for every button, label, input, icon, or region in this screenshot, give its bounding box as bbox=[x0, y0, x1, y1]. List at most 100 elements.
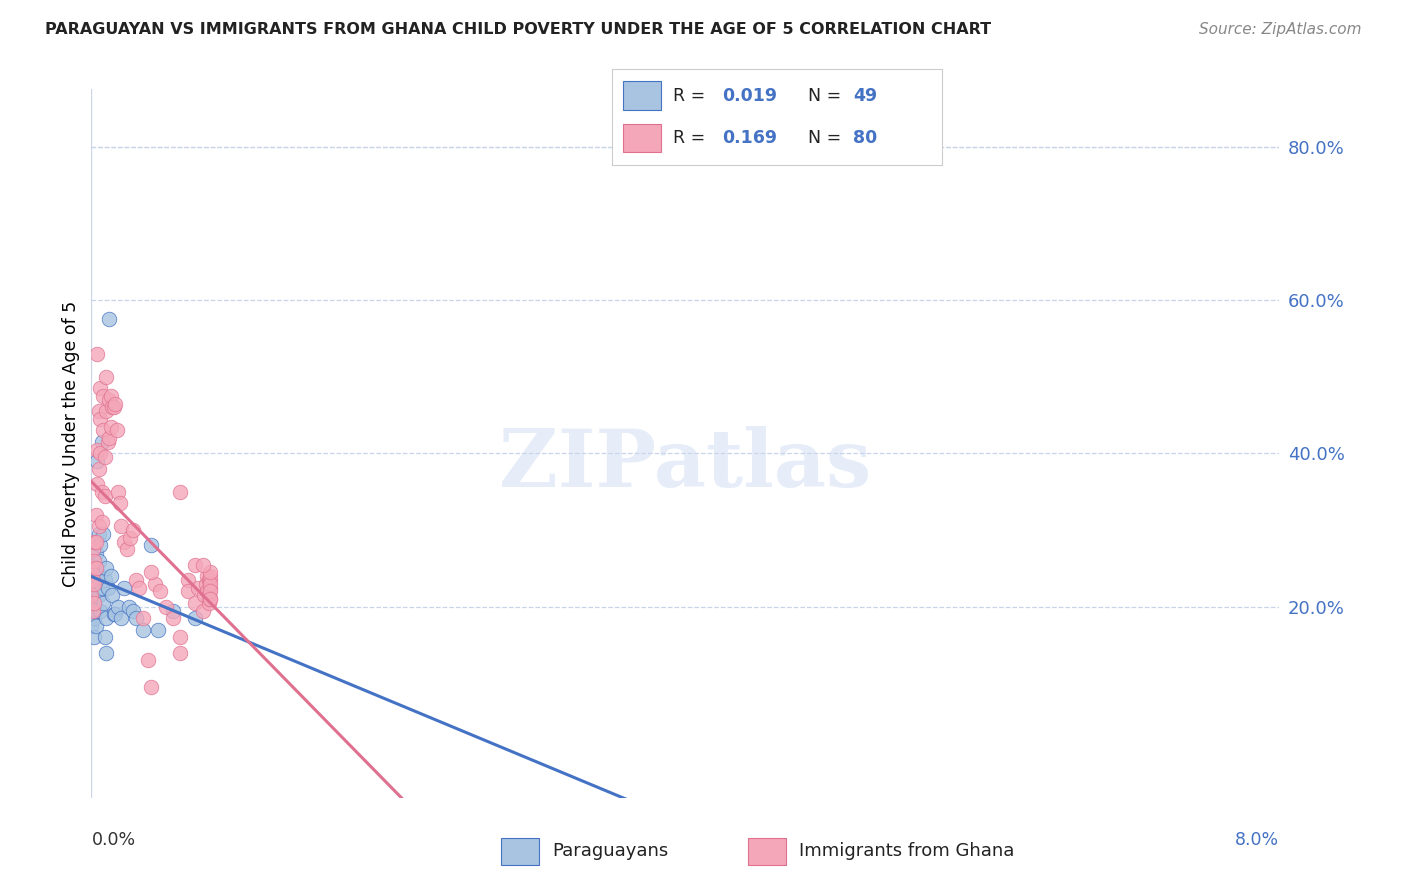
Point bbox=[200, 581, 222, 595]
Point bbox=[162, 611, 184, 625]
Point bbox=[82, 542, 104, 557]
Point bbox=[94, 573, 117, 587]
Point bbox=[101, 588, 124, 602]
Point bbox=[101, 401, 124, 415]
FancyBboxPatch shape bbox=[623, 81, 661, 110]
Point bbox=[169, 646, 191, 660]
Point bbox=[96, 646, 118, 660]
Text: Immigrants from Ghana: Immigrants from Ghana bbox=[799, 842, 1014, 861]
Point bbox=[90, 434, 112, 449]
Point bbox=[136, 653, 159, 667]
Point bbox=[80, 603, 103, 617]
Point bbox=[94, 631, 117, 645]
Point bbox=[83, 565, 105, 579]
Point bbox=[83, 599, 105, 614]
Point bbox=[107, 599, 129, 614]
Point bbox=[98, 312, 121, 326]
Point bbox=[139, 565, 162, 579]
Point bbox=[197, 596, 219, 610]
Point bbox=[149, 584, 172, 599]
Point bbox=[87, 404, 110, 418]
Point bbox=[112, 581, 135, 595]
Text: PARAGUAYAN VS IMMIGRANTS FROM GHANA CHILD POVERTY UNDER THE AGE OF 5 CORRELATION: PARAGUAYAN VS IMMIGRANTS FROM GHANA CHIL… bbox=[45, 22, 991, 37]
Y-axis label: Child Poverty Under the Age of 5: Child Poverty Under the Age of 5 bbox=[62, 301, 80, 587]
Point bbox=[89, 446, 111, 460]
Point bbox=[125, 573, 148, 587]
Point bbox=[80, 558, 103, 572]
Point bbox=[193, 588, 215, 602]
Point bbox=[184, 596, 207, 610]
Point bbox=[191, 603, 214, 617]
Point bbox=[148, 623, 170, 637]
Point bbox=[194, 576, 217, 591]
Point bbox=[139, 538, 162, 552]
Point bbox=[155, 599, 177, 614]
Point bbox=[84, 588, 107, 602]
Point bbox=[112, 534, 135, 549]
Point bbox=[125, 611, 148, 625]
Point bbox=[94, 450, 117, 465]
Point bbox=[91, 389, 114, 403]
Point bbox=[91, 423, 114, 437]
Text: 80: 80 bbox=[853, 129, 877, 147]
Point bbox=[162, 603, 184, 617]
Point bbox=[87, 554, 110, 568]
Point bbox=[98, 431, 121, 445]
Point bbox=[104, 607, 127, 622]
Point bbox=[105, 423, 128, 437]
Point bbox=[195, 584, 218, 599]
Point bbox=[200, 592, 222, 607]
Text: R =: R = bbox=[672, 87, 710, 104]
Point bbox=[187, 581, 209, 595]
Point bbox=[83, 581, 105, 595]
Point bbox=[177, 584, 200, 599]
Text: N =: N = bbox=[808, 87, 846, 104]
Point bbox=[197, 573, 219, 587]
Point bbox=[83, 554, 105, 568]
Point bbox=[89, 412, 111, 426]
Point bbox=[80, 592, 103, 607]
FancyBboxPatch shape bbox=[748, 838, 786, 865]
Point bbox=[98, 392, 121, 407]
Point bbox=[200, 584, 222, 599]
Point bbox=[84, 561, 107, 575]
Point bbox=[139, 680, 162, 694]
Point bbox=[87, 519, 110, 533]
Point bbox=[84, 546, 107, 560]
Point bbox=[86, 454, 108, 468]
Text: N =: N = bbox=[808, 129, 846, 147]
Point bbox=[200, 573, 222, 587]
Point bbox=[84, 603, 107, 617]
Point bbox=[107, 484, 129, 499]
Point bbox=[86, 569, 108, 583]
Point bbox=[177, 573, 200, 587]
Point bbox=[83, 596, 105, 610]
Point bbox=[117, 599, 139, 614]
Point bbox=[89, 381, 111, 395]
Point bbox=[103, 401, 125, 415]
Point bbox=[82, 603, 104, 617]
Point bbox=[80, 576, 103, 591]
Point bbox=[91, 596, 114, 610]
Point bbox=[90, 484, 112, 499]
Point bbox=[84, 534, 107, 549]
Point bbox=[83, 576, 105, 591]
Text: 0.0%: 0.0% bbox=[91, 831, 135, 849]
Point bbox=[86, 442, 108, 457]
Point bbox=[103, 607, 125, 622]
FancyBboxPatch shape bbox=[623, 124, 661, 153]
Point bbox=[110, 519, 132, 533]
Text: Source: ZipAtlas.com: Source: ZipAtlas.com bbox=[1198, 22, 1361, 37]
Text: 8.0%: 8.0% bbox=[1236, 831, 1279, 849]
Point bbox=[89, 603, 111, 617]
Point bbox=[90, 581, 112, 595]
Point bbox=[84, 619, 107, 633]
Point bbox=[100, 419, 122, 434]
FancyBboxPatch shape bbox=[502, 838, 540, 865]
Point bbox=[83, 611, 105, 625]
Point bbox=[87, 588, 110, 602]
Point bbox=[90, 516, 112, 530]
Point bbox=[197, 588, 219, 602]
Point bbox=[200, 565, 222, 579]
Text: R =: R = bbox=[672, 129, 710, 147]
